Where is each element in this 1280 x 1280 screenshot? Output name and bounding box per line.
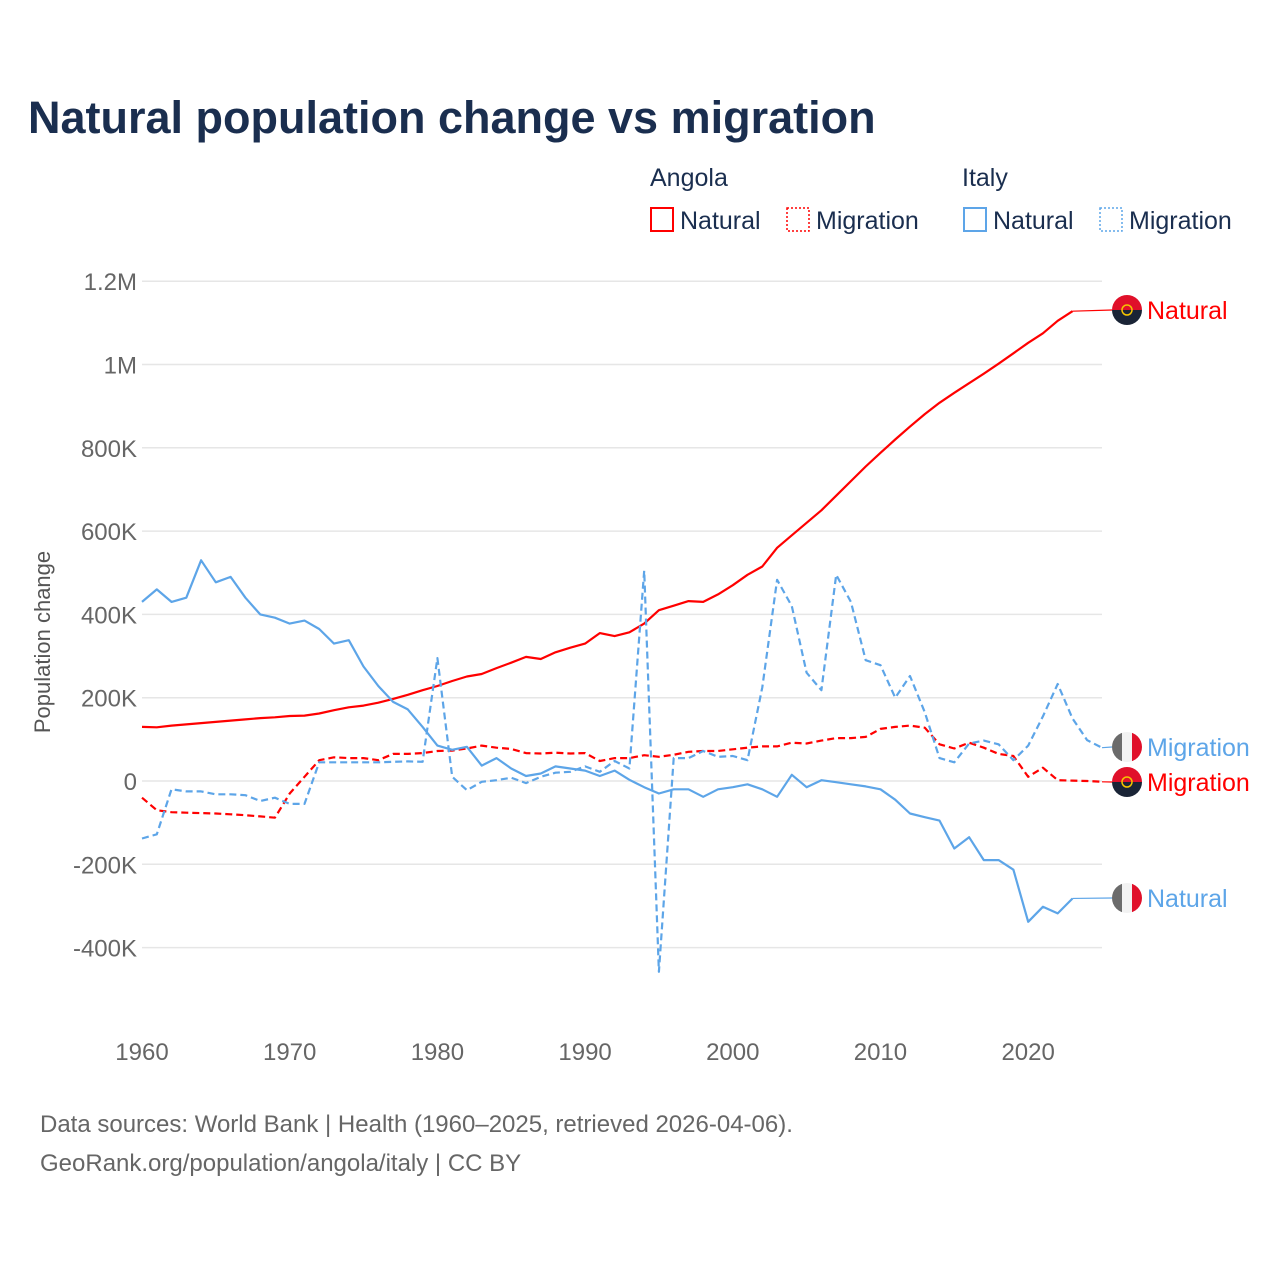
y-tick-label: 400K — [81, 602, 137, 629]
series-lines — [141, 310, 1103, 973]
end-label: Migration — [1147, 734, 1250, 762]
y-tick-label: -200K — [73, 852, 137, 879]
label-connector — [1072, 309, 1113, 312]
legend-group-title: Italy — [962, 164, 1008, 192]
legend-swatch[interactable] — [963, 207, 987, 232]
italy-flag-icon — [1112, 732, 1142, 762]
x-tick-label: 2020 — [1001, 1039, 1054, 1066]
italy-flag-icon — [1112, 883, 1142, 913]
end-label: Natural — [1147, 885, 1228, 913]
x-tick-label: 2010 — [854, 1039, 907, 1066]
y-tick-label: 600K — [81, 519, 137, 546]
legend-item-label[interactable]: Migration — [816, 207, 919, 235]
legend-item-label[interactable]: Migration — [1129, 207, 1232, 235]
x-tick-label: 1990 — [558, 1039, 611, 1066]
grid: 1.2M 1M 800K 600K 400K 200K 0 -200K -400K 1960 197… — [73, 269, 1102, 1066]
legend: Angola Natural Migration Italy Natural Migrat… — [650, 164, 1232, 235]
y-axis-label: Population change — [30, 551, 55, 733]
x-tick-label: 1980 — [411, 1039, 464, 1066]
source-note: Data sources: World Bank | Health (1960–… — [40, 1111, 793, 1138]
legend-swatch[interactable] — [786, 207, 810, 232]
chart-title: Natural population change vs migration — [28, 92, 876, 143]
end-label: Migration — [1147, 769, 1250, 797]
end-labels: Natural Migration Natural Migration — [1072, 295, 1250, 913]
y-tick-label: 1M — [104, 353, 137, 380]
y-tick-label: 1.2M — [84, 269, 137, 296]
angola-natural-line[interactable] — [141, 310, 1074, 729]
y-tick-label: -400K — [73, 936, 137, 963]
x-tick-label: 1970 — [263, 1039, 316, 1066]
legend-group-title: Angola — [650, 164, 728, 192]
italy-natural-line[interactable] — [141, 559, 1074, 923]
legend-swatch[interactable] — [650, 207, 674, 232]
legend-item-label[interactable]: Natural — [993, 207, 1074, 235]
y-tick-label: 800K — [81, 436, 137, 463]
legend-swatch[interactable] — [1099, 207, 1123, 232]
legend-item-label[interactable]: Natural — [680, 207, 761, 235]
y-tick-label: 0 — [124, 769, 137, 796]
label-connector — [1101, 746, 1113, 749]
angola-flag-icon — [1112, 767, 1142, 797]
x-tick-label: 2000 — [706, 1039, 759, 1066]
angola-flag-icon — [1112, 295, 1142, 325]
italy-migration-line[interactable] — [141, 569, 1103, 973]
y-tick-label: 200K — [81, 686, 137, 713]
source-url[interactable]: GeoRank.org/population/angola/italy | CC… — [40, 1150, 521, 1177]
x-tick-label: 1960 — [115, 1039, 168, 1066]
end-label: Natural — [1147, 297, 1228, 325]
angola-migration-line[interactable] — [141, 724, 1103, 819]
